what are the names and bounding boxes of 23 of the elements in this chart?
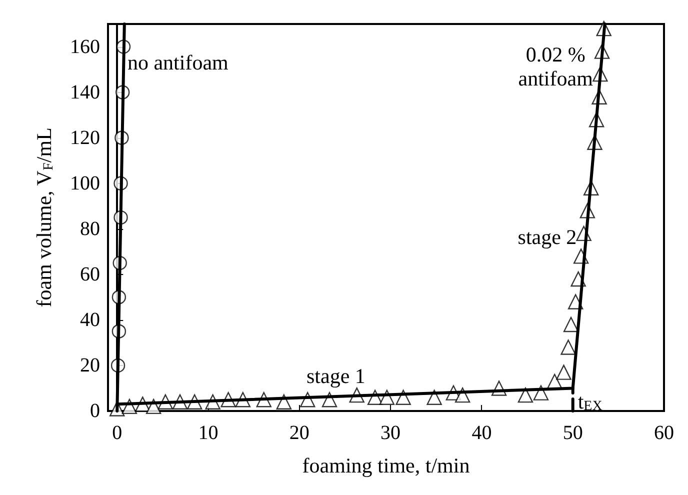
annotation: stage 1 [306,364,366,388]
x-tick-label: 0 [112,422,122,444]
y-tick-label: 60 [80,263,100,286]
x-tick-label: 30 [380,422,401,444]
y-tick-label: 140 [70,81,100,104]
annotation: 0.02 % antifoam [518,42,593,91]
y-axis-title: foam volume, VF/mL [32,128,56,308]
y-tick-label: 0 [90,400,100,422]
y-tick-label: 100 [70,172,100,194]
annotation: no antifoam [127,50,228,75]
annotation: tEX [578,389,602,414]
x-tick-label: 20 [289,422,310,444]
y-tick-label: 20 [80,354,100,376]
x-axis-title: foaming time, t/min [302,454,470,478]
y-tick-label: 160 [70,36,100,58]
y-tick-label: 120 [70,126,100,149]
y-tick-label: 80 [80,218,100,240]
x-tick-label: 40 [472,422,492,444]
x-tick-label: 50 [562,422,583,444]
annotation: stage 2 [518,224,577,249]
x-tick-label: 10 [198,422,218,444]
y-tick-label: 40 [80,308,100,331]
x-tick-label: 60 [654,422,674,444]
